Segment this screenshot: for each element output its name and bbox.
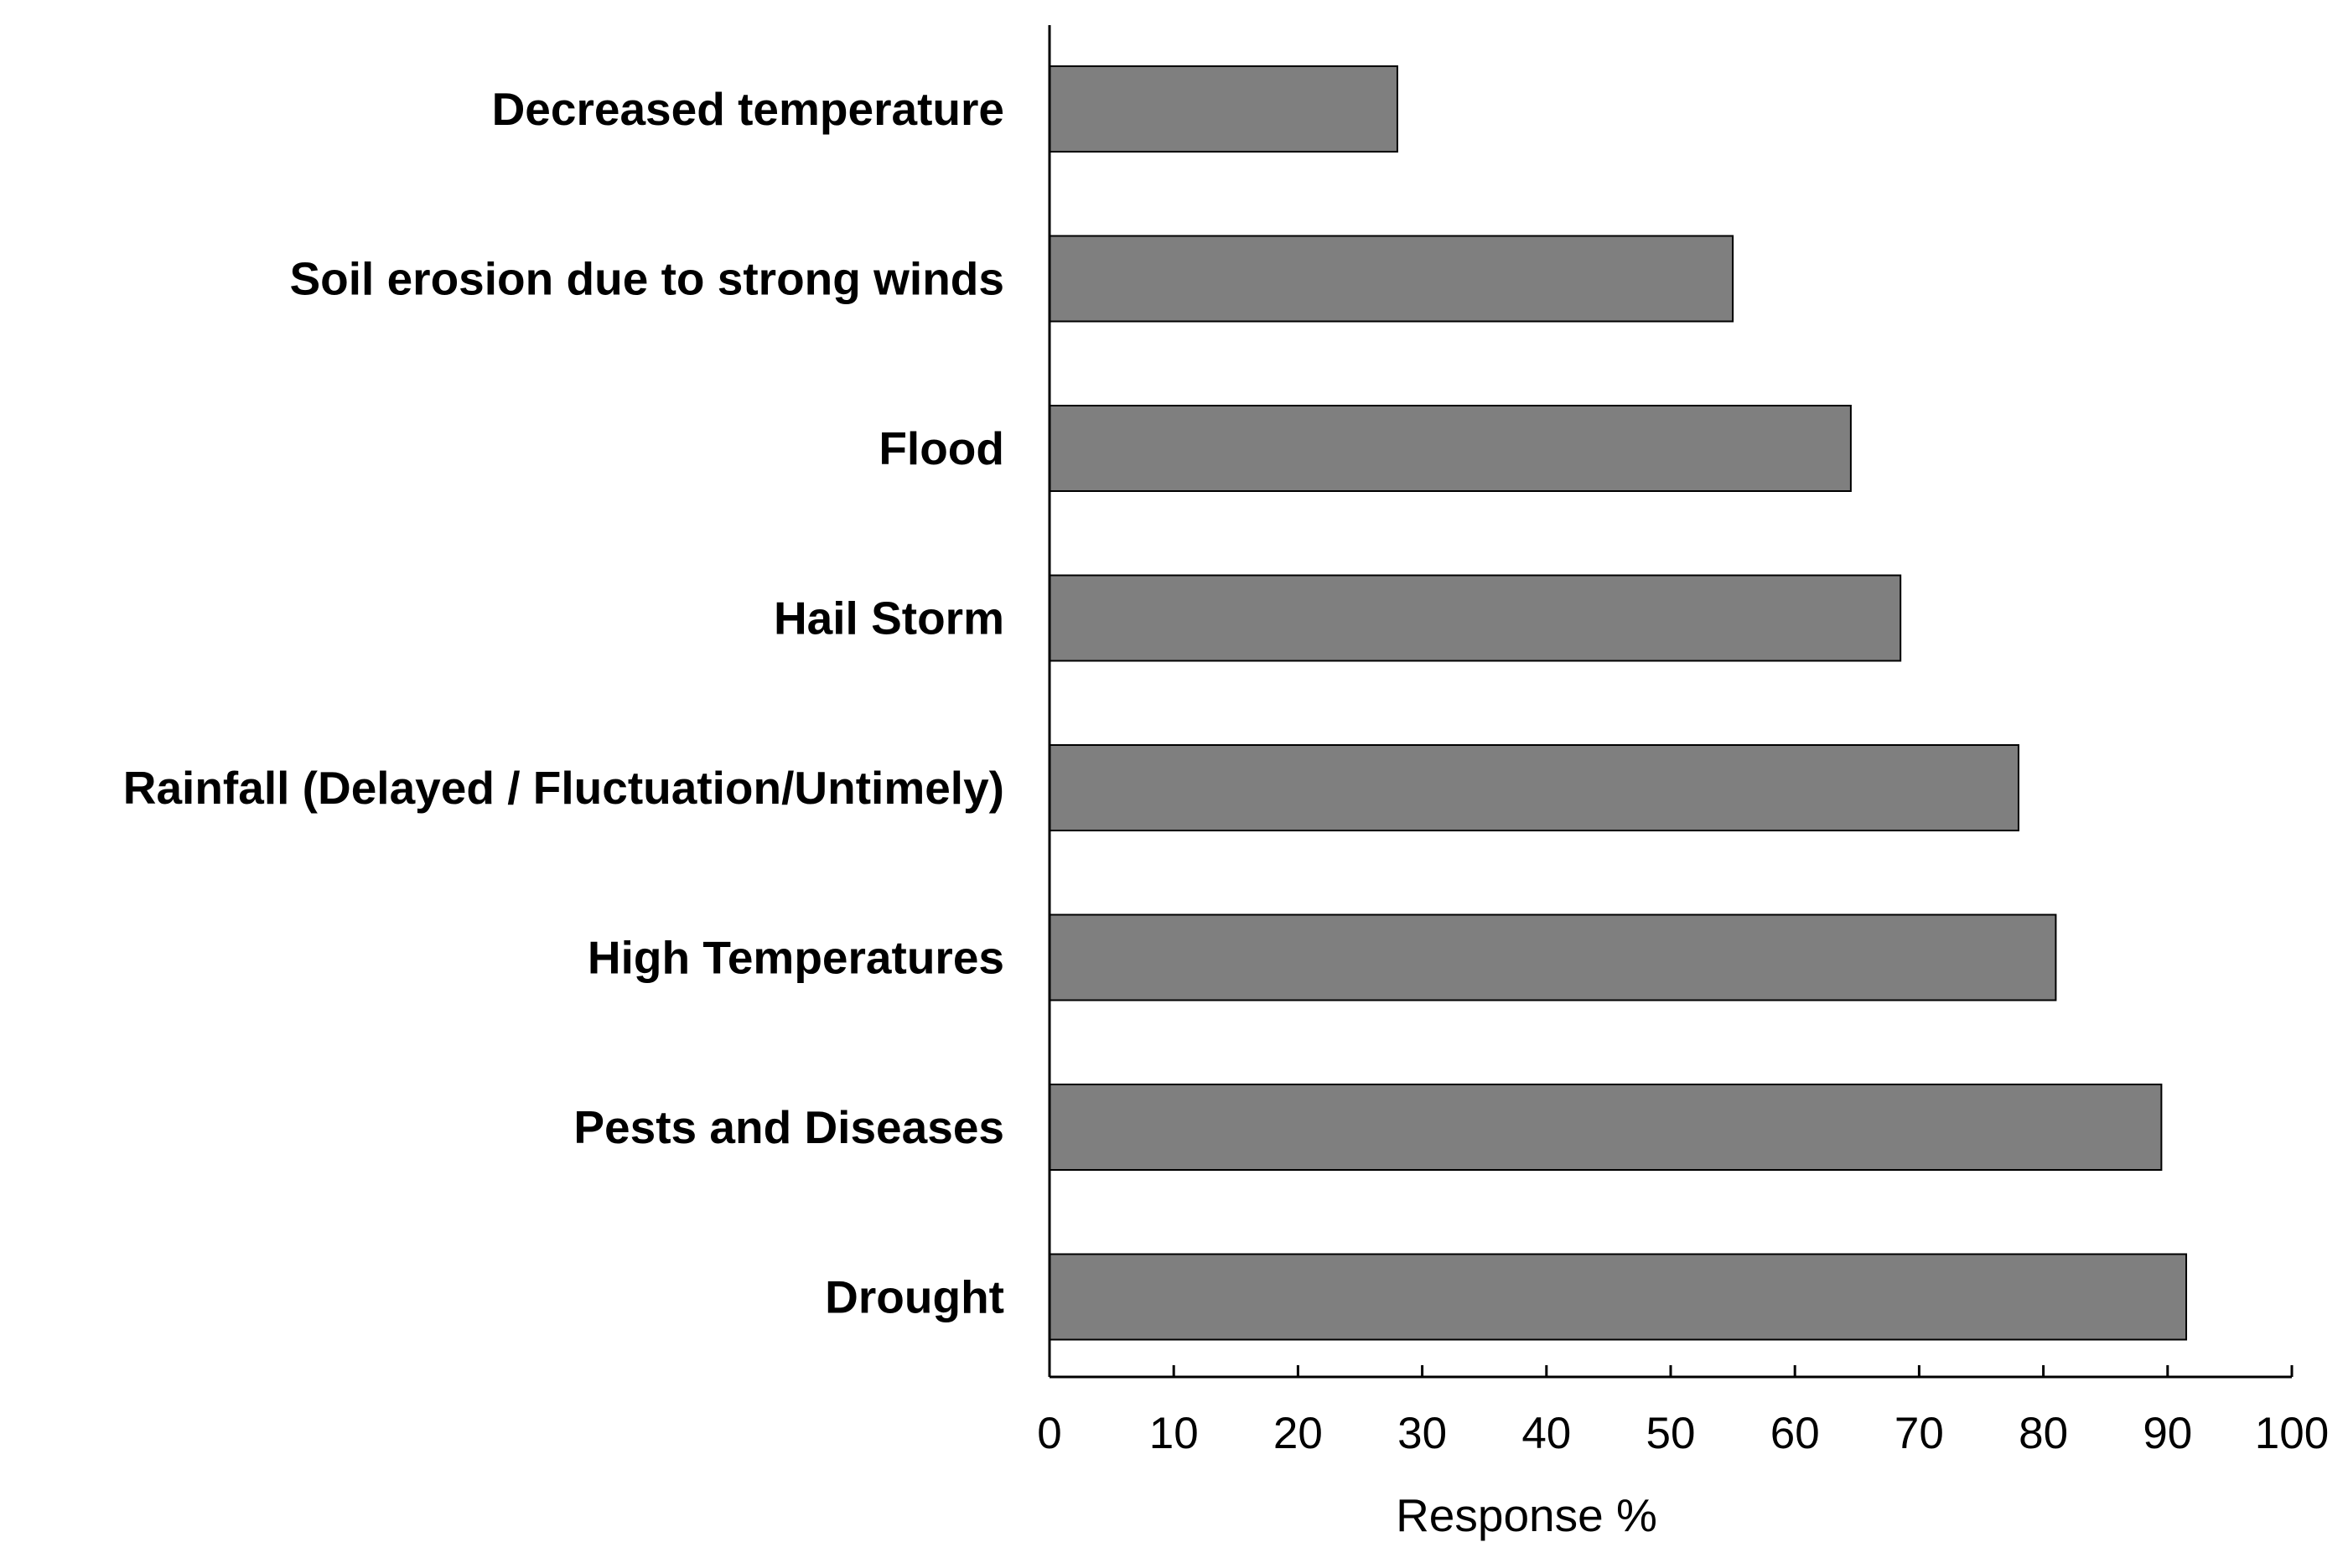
- x-tick-label: 80: [2019, 1409, 2068, 1458]
- x-tick-label: 100: [2255, 1409, 2329, 1458]
- category-label: Pests and Diseases: [573, 1101, 1004, 1153]
- category-label: Soil erosion due to strong winds: [289, 253, 1004, 305]
- bar-3: [1049, 574, 1902, 662]
- category-label: Drought: [825, 1271, 1004, 1323]
- x-tick-label: 10: [1149, 1409, 1199, 1458]
- bar-6: [1049, 1084, 2163, 1171]
- x-axis-ticks: [1048, 1365, 2294, 1377]
- bar-5: [1049, 913, 2057, 1001]
- x-tick-label: 40: [1521, 1409, 1571, 1458]
- x-tick-label: 50: [1646, 1409, 1696, 1458]
- x-axis-tick-labels: 0 10 20 30 40 50 60 70 80 90 100: [1037, 1409, 2329, 1458]
- x-tick-label: 70: [1894, 1409, 1944, 1458]
- category-label: Rainfall (Delayed / Fluctuation/Untimely…: [123, 762, 1004, 814]
- x-tick-label: 20: [1273, 1409, 1323, 1458]
- category-label: High Temperatures: [588, 932, 1004, 984]
- bar-7: [1049, 1253, 2188, 1341]
- x-axis-title: Response %: [1396, 1489, 1657, 1541]
- x-tick-label: 30: [1397, 1409, 1447, 1458]
- x-tick-label: 0: [1037, 1409, 1061, 1458]
- x-tick-label: 60: [1770, 1409, 1820, 1458]
- category-label: Hail Storm: [774, 593, 1004, 644]
- x-tick-label: 90: [2143, 1409, 2192, 1458]
- bar-0: [1049, 65, 1398, 153]
- bar-2: [1049, 405, 1852, 492]
- category-label: Flood: [879, 422, 1004, 474]
- category-labels: Decreased temperature Soil erosion due to…: [123, 83, 1004, 1323]
- category-label: Decreased temperature: [492, 83, 1004, 135]
- bar-4: [1049, 744, 2019, 831]
- bars-group: [1049, 65, 2188, 1341]
- bar-1: [1049, 235, 1734, 323]
